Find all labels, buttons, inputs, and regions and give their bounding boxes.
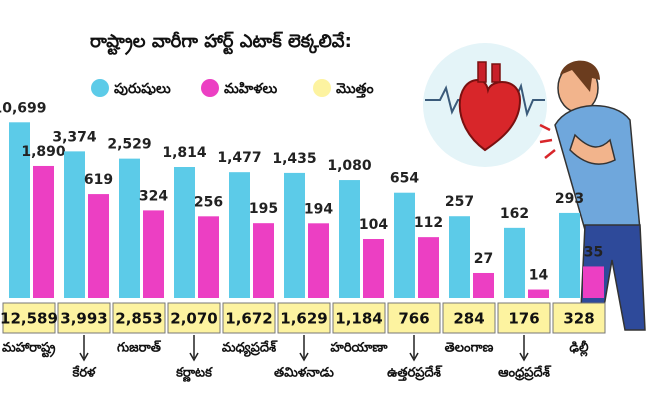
value-label: 162 [500,206,529,222]
arrowhead [519,352,529,362]
total-box [2,302,56,334]
value-label: 2,529 [107,137,151,153]
bar [174,166,195,298]
bar [583,266,604,298]
value-label: 104 [359,217,388,233]
chart-title: రాష్ట్రాల వారీగా హార్ట్ ఎటాక్ లెక్కలివే: [90,31,352,56]
x-tick-label: మహారాష్ట్ర [2,341,56,358]
arrowhead [409,352,419,362]
total-box [167,302,221,334]
arrowhead [79,352,89,362]
total-label: 2,070 [170,310,217,328]
legend-label: మొత్తం [336,81,374,98]
total-label: 3,993 [60,310,107,328]
legend-swatch [313,79,331,97]
bar [394,192,415,298]
bar [64,151,85,298]
arrowhead [299,352,309,362]
value-label: 324 [139,188,168,204]
legend-swatch [201,79,219,97]
value-label: 1,890 [21,144,66,160]
value-label: 35 [584,244,603,260]
legend-label: పురుషులు [114,81,171,97]
bar [198,216,219,298]
value-label: 194 [304,201,333,217]
total-box [332,302,386,334]
x-tick-label: తమిళనాడు [274,366,334,381]
total-label: 1,184 [335,310,382,328]
total-label: 1,672 [225,310,272,328]
total-box [222,302,276,334]
x-tick-label: కేరళ [72,365,97,381]
x-tick-label: హరియాణా [330,341,388,356]
x-tick-label: కర్ణాటక [175,366,213,383]
total-box [442,302,496,334]
value-label: 14 [529,268,549,284]
x-tick-label: గుజరాత్ [117,340,162,356]
bar [253,223,274,298]
man-hair [560,60,600,92]
bar [119,158,140,298]
bar [143,210,164,298]
value-label: 654 [390,171,419,187]
legend-label: మహిళలు [224,81,277,97]
man-arm [569,133,616,165]
bar [473,272,494,298]
x-tick-label: ఉత్తరప్రదేశ్ [387,365,443,382]
illustration [423,43,646,331]
x-tick-label: మధ్యప్రదేశ్ [222,340,278,358]
bar [308,223,329,298]
total-label: 2,853 [115,310,162,328]
value-label: 112 [414,215,443,231]
heart-vessel [491,63,501,83]
bar [88,194,109,298]
bar [418,237,439,298]
x-tick-label: ఆంధ్రప్రదేశ్ [498,365,552,381]
bar [449,216,470,298]
x-tick-label: తెలంగాణ [445,341,494,356]
value-label: 257 [445,194,474,210]
value-label: 1,477 [217,150,261,166]
bar [528,289,549,298]
total-label: 12,589 [0,310,58,328]
bar [504,227,525,298]
total-box [112,302,166,334]
total-label: 1,629 [280,310,327,328]
x-tick-label: ఢిల్లీ [569,340,589,358]
bar [229,172,250,298]
total-box [277,302,331,334]
value-label: 195 [249,201,278,217]
bar [339,180,360,298]
heart [458,78,522,152]
total-label: 284 [453,310,484,328]
total-label: 176 [508,310,539,328]
value-label: 27 [474,251,493,267]
bar [284,172,305,298]
value-label: 10,699 [0,100,47,116]
value-label: 3,374 [52,129,97,145]
bar [9,122,30,298]
total-box [552,302,606,334]
total-label: 766 [398,310,429,328]
heart-vessel [477,61,487,83]
legend-swatch [91,79,109,97]
value-label: 1,814 [162,145,207,161]
total-box [57,302,111,334]
total-label: 328 [563,310,594,328]
value-label: 619 [84,172,113,188]
value-label: 293 [555,191,584,207]
value-label: 1,435 [272,151,316,167]
value-label: 1,080 [327,158,372,174]
value-label: 256 [194,194,223,210]
bar [33,165,54,298]
total-box [387,302,441,334]
pain-marks [539,123,556,159]
arrowhead [189,352,199,362]
bar [559,212,580,298]
total-box [497,302,551,334]
bar [363,239,384,298]
